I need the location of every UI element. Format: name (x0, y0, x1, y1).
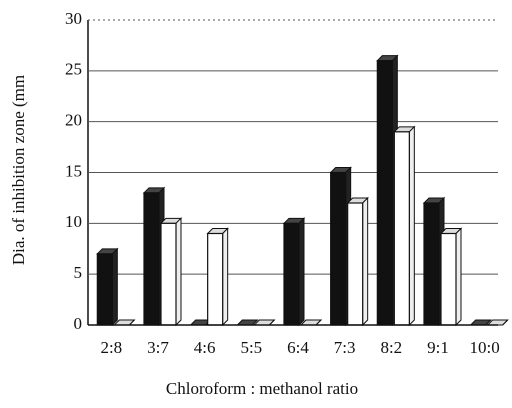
bar-side (502, 319, 509, 326)
bar-side (111, 247, 118, 327)
x-tick-label: 4:6 (194, 338, 216, 357)
y-tick-label: 0 (74, 314, 83, 333)
bar-side (251, 319, 258, 326)
x-tick-label: 10:0 (470, 338, 500, 357)
y-axis-label: Dia. of inhibition zone (mm (9, 75, 28, 265)
bar-side (315, 319, 322, 326)
bar (283, 222, 300, 326)
x-tick-label: 7:3 (334, 338, 356, 357)
x-tick-label: 2:8 (100, 338, 122, 357)
x-tick-label: 6:4 (287, 338, 309, 357)
bar (393, 131, 410, 326)
bar (207, 232, 224, 326)
y-tick-label: 30 (65, 9, 82, 28)
bar-side (362, 196, 369, 327)
y-tick-label: 20 (65, 111, 82, 130)
bar (376, 60, 393, 326)
bar-side (485, 319, 492, 326)
bar (143, 192, 160, 326)
x-tick-label: 8:2 (380, 338, 402, 357)
y-tick-label: 15 (65, 161, 82, 180)
bar (96, 253, 113, 326)
bar (423, 202, 440, 326)
bar (160, 222, 177, 326)
y-tick-label: 5 (74, 263, 83, 282)
y-tick-label: 25 (65, 60, 82, 79)
x-tick-label: 5:5 (240, 338, 262, 357)
x-tick-label: 9:1 (427, 338, 449, 357)
bar (330, 171, 347, 326)
bar-side (455, 227, 462, 327)
bar-side (128, 319, 135, 326)
bar-side (298, 217, 305, 327)
x-tick-label: 3:7 (147, 338, 169, 357)
bar-side (268, 319, 275, 326)
bar (347, 202, 364, 326)
bar (440, 232, 457, 326)
bar-side (175, 217, 182, 327)
x-axis-label: Chloroform : methanol ratio (166, 379, 358, 398)
bar-side (222, 227, 229, 327)
bar-side (408, 125, 415, 327)
y-tick-label: 10 (65, 212, 82, 231)
